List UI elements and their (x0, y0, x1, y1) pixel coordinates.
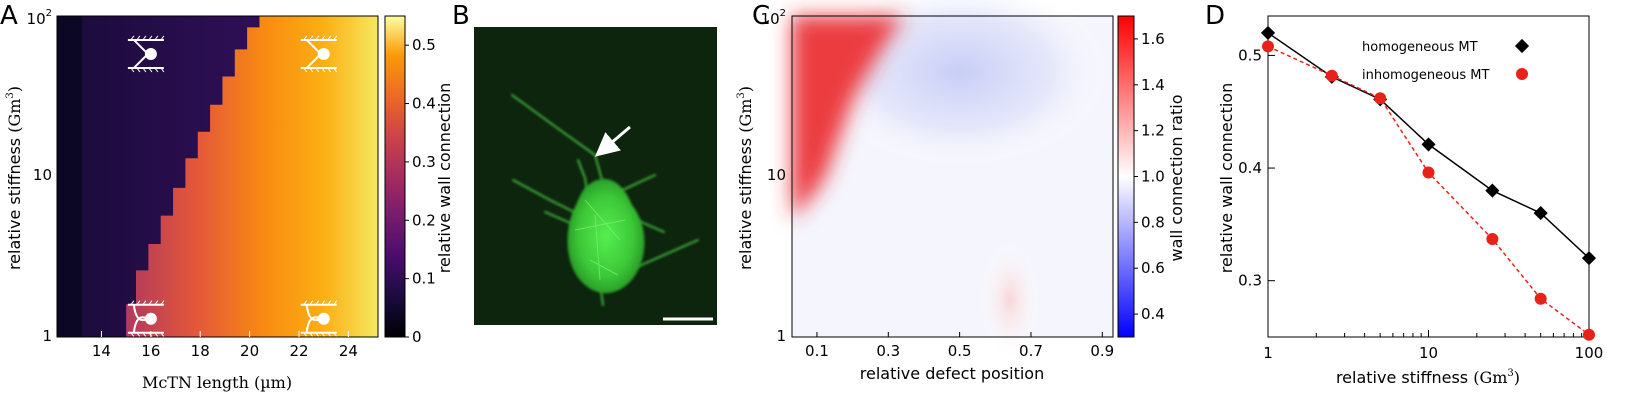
axis-a-x: 14 16 18 20 22 24 McTN length (µm) (92, 331, 358, 392)
axis-c-x: 0.1 0.3 0.5 0.7 0.9 relative defect position (805, 332, 1114, 383)
axis-d-x-tick: 10 (1419, 344, 1438, 362)
axis-c-y-tick: 102 (761, 8, 786, 28)
axis-d-y-tick: 0.4 (1238, 159, 1262, 177)
axis-a-y: 1 10 102 relative stiffness (Gm3) (5, 8, 52, 345)
inset-icon-upper-right (300, 35, 338, 73)
micrograph-arrow (594, 125, 631, 157)
colorbar-a-tick: 0.2 (412, 211, 436, 229)
panel-d: D 1 10 100 0.3 0.4 0.5 homogeneous MT inhomog… (1205, 1, 1603, 387)
panel-letter-b: B (452, 1, 470, 31)
colorbar-a-label: relative wall connection (435, 83, 454, 273)
heatmap-c-frame (791, 15, 1114, 338)
micrograph-b (474, 27, 717, 325)
data-point-inhomogeneous (1262, 40, 1274, 53)
axis-c-x-tick: 0.9 (1090, 342, 1114, 360)
data-point-inhomogeneous (1374, 92, 1387, 105)
axis-c-x-tick: 0.5 (948, 342, 972, 360)
axis-a-x-tick: 22 (289, 342, 308, 360)
legend-d-entry-label: homogeneous MT (1362, 40, 1478, 55)
legend-d-diamond-marker (1514, 38, 1530, 54)
axis-a-x-tick: 18 (191, 342, 210, 360)
axis-d-y-tick: 0.5 (1238, 46, 1262, 64)
micrograph-cell-texture (574, 199, 626, 281)
axis-c-y-tick: 10 (767, 166, 786, 184)
data-point-inhomogeneous (1583, 328, 1595, 341)
data-point-inhomogeneous (1534, 292, 1547, 305)
data-point-homogeneous (1533, 206, 1548, 221)
heatmap-a (56, 15, 379, 338)
heatmap-c-red-region (792, 16, 905, 218)
line-chart-d: 1 10 100 0.3 0.4 0.5 homogeneous MT inhomogen… (1217, 15, 1604, 387)
data-point-inhomogeneous (1422, 166, 1435, 179)
axis-d-y-label: relative wall connection (1217, 83, 1236, 273)
axis-a-x-tick: 14 (92, 342, 111, 360)
heatmap-a-inset-icons (127, 35, 338, 338)
panel-letter-a: A (0, 1, 18, 31)
legend-d: homogeneous MT inhomogeneous MT (1362, 38, 1530, 83)
axis-a-y-tick: 10 (33, 166, 52, 184)
inset-icon-upper-left (127, 35, 165, 73)
data-point-homogeneous (1581, 251, 1597, 266)
legend-d-entry-label: inhomogeneous MT (1362, 68, 1489, 83)
axis-a-y-tick: 102 (27, 8, 52, 28)
data-point-homogeneous (1485, 183, 1500, 198)
axis-c-y-label: relative stiffness (Gm3) (736, 86, 755, 270)
colorbar-c-tick: 1.6 (1141, 30, 1165, 48)
colorbar-c-tick: 1.0 (1141, 168, 1165, 186)
heatmap-a-connected-region (126, 16, 378, 337)
colorbar-c-tick: 1.4 (1141, 76, 1165, 94)
axis-d-x-tick: 1 (1263, 344, 1273, 362)
colorbar-a-gradient (384, 15, 406, 338)
data-point-homogeneous (1421, 137, 1436, 152)
axis-c-y: 1 10 102 relative stiffness (Gm3) (736, 8, 786, 345)
axis-a-x-tick: 24 (339, 342, 358, 360)
colorbar-c-gradient (1117, 15, 1135, 338)
axis-c-x-tick: 0.3 (876, 342, 900, 360)
data-point-homogeneous (1260, 25, 1276, 40)
colorbar-c: 0.4 0.6 0.8 1.0 1.2 1.4 1.6 wall connection ra… (1117, 15, 1186, 338)
axis-a-y-tick: 1 (42, 327, 52, 345)
axis-a-x-tick: 16 (141, 342, 160, 360)
inset-icon-lower-left (127, 300, 165, 338)
axis-d-x-tick: 100 (1575, 344, 1604, 362)
data-point-inhomogeneous (1325, 69, 1338, 82)
colorbar-a-tick: 0.3 (412, 153, 436, 171)
colorbar-c-tick: 0.6 (1141, 259, 1165, 277)
heatmap-a-left-strip (57, 16, 82, 337)
heatmap-a-frame (56, 15, 379, 338)
legend-d-circle-marker (1516, 68, 1528, 80)
panel-letter-c: C (752, 1, 770, 31)
colorbar-a-tick: 0.4 (412, 95, 436, 113)
axis-c-y-tick: 1 (776, 327, 786, 345)
colorbar-a-tick: 0 (412, 328, 422, 346)
colorbar-c-label: wall connection ratio (1167, 95, 1186, 262)
colorbar-c-tick: 0.8 (1141, 213, 1165, 231)
axis-a-x-label: McTN length (µm) (142, 373, 292, 392)
panel-c: C 0.1 0.3 0.5 0.7 0.9 relative defect positi… (736, 0, 1186, 383)
colorbar-c-tick: 1.2 (1141, 122, 1165, 140)
axis-a-y-label: relative stiffness (Gm3) (5, 86, 24, 270)
panel-a: A 14 16 18 20 22 24 McTN length (µm) 1 10 102… (0, 1, 454, 392)
data-point-inhomogeneous (1486, 233, 1499, 246)
axis-d-y-tick: 0.3 (1238, 272, 1262, 290)
colorbar-a-tick: 0.5 (412, 36, 436, 54)
colorbar-c-tick: 0.4 (1141, 305, 1165, 323)
axis-c-x-tick: 0.1 (805, 342, 829, 360)
inset-icon-lower-right (300, 300, 338, 338)
heatmap-c-pink-region (980, 240, 1040, 360)
panel-letter-d: D (1205, 1, 1225, 31)
axis-c-x-label: relative defect position (860, 364, 1044, 383)
micrograph-cell-body (567, 178, 645, 294)
axis-d-x-label: relative stiffness (Gm3) (1336, 368, 1520, 387)
heatmap-c (791, 0, 1114, 360)
axis-a-x-tick: 20 (240, 342, 259, 360)
panel-b: B (452, 1, 717, 325)
colorbar-a: 0 0.1 0.2 0.3 0.4 0.5 relative wall connectio… (384, 15, 454, 346)
colorbar-a-tick: 0.1 (412, 270, 436, 288)
axis-c-x-tick: 0.7 (1019, 342, 1043, 360)
